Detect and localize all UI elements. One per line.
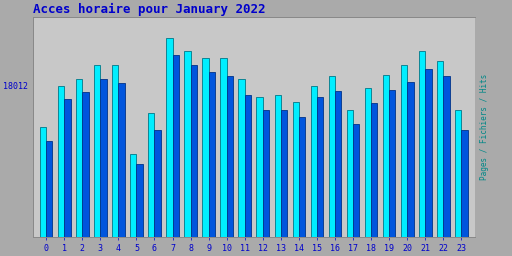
- Bar: [347, 110, 353, 256]
- Bar: [94, 65, 100, 256]
- Bar: [353, 124, 359, 256]
- Bar: [335, 91, 342, 256]
- Bar: [257, 97, 263, 256]
- Bar: [148, 113, 155, 256]
- Bar: [299, 117, 305, 256]
- Bar: [292, 102, 299, 256]
- Bar: [401, 65, 407, 256]
- Bar: [371, 103, 377, 256]
- Bar: [76, 79, 82, 256]
- Bar: [184, 51, 190, 256]
- Bar: [190, 65, 197, 256]
- Bar: [281, 110, 287, 256]
- Bar: [443, 76, 450, 256]
- Bar: [437, 61, 443, 256]
- Bar: [220, 58, 227, 256]
- Bar: [82, 92, 89, 256]
- Bar: [227, 76, 233, 256]
- Bar: [329, 76, 335, 256]
- Bar: [239, 79, 245, 256]
- Bar: [389, 90, 395, 256]
- Bar: [46, 141, 53, 256]
- Bar: [461, 130, 467, 256]
- Bar: [136, 164, 143, 256]
- Bar: [311, 86, 317, 256]
- Bar: [166, 38, 173, 256]
- Text: Acces horaire pour January 2022: Acces horaire pour January 2022: [33, 3, 265, 16]
- Bar: [455, 110, 461, 256]
- Bar: [155, 130, 161, 256]
- Bar: [383, 75, 389, 256]
- Bar: [419, 51, 425, 256]
- Bar: [208, 72, 215, 256]
- Bar: [64, 99, 71, 256]
- Bar: [58, 86, 64, 256]
- Bar: [407, 81, 414, 256]
- Bar: [100, 79, 106, 256]
- Bar: [425, 69, 432, 256]
- Bar: [263, 110, 269, 256]
- Bar: [365, 88, 371, 256]
- Bar: [40, 127, 46, 256]
- Bar: [173, 56, 179, 256]
- Bar: [245, 95, 251, 256]
- Bar: [317, 97, 323, 256]
- Bar: [202, 58, 208, 256]
- Bar: [118, 83, 125, 256]
- Bar: [274, 95, 281, 256]
- Bar: [112, 65, 118, 256]
- Bar: [130, 154, 136, 256]
